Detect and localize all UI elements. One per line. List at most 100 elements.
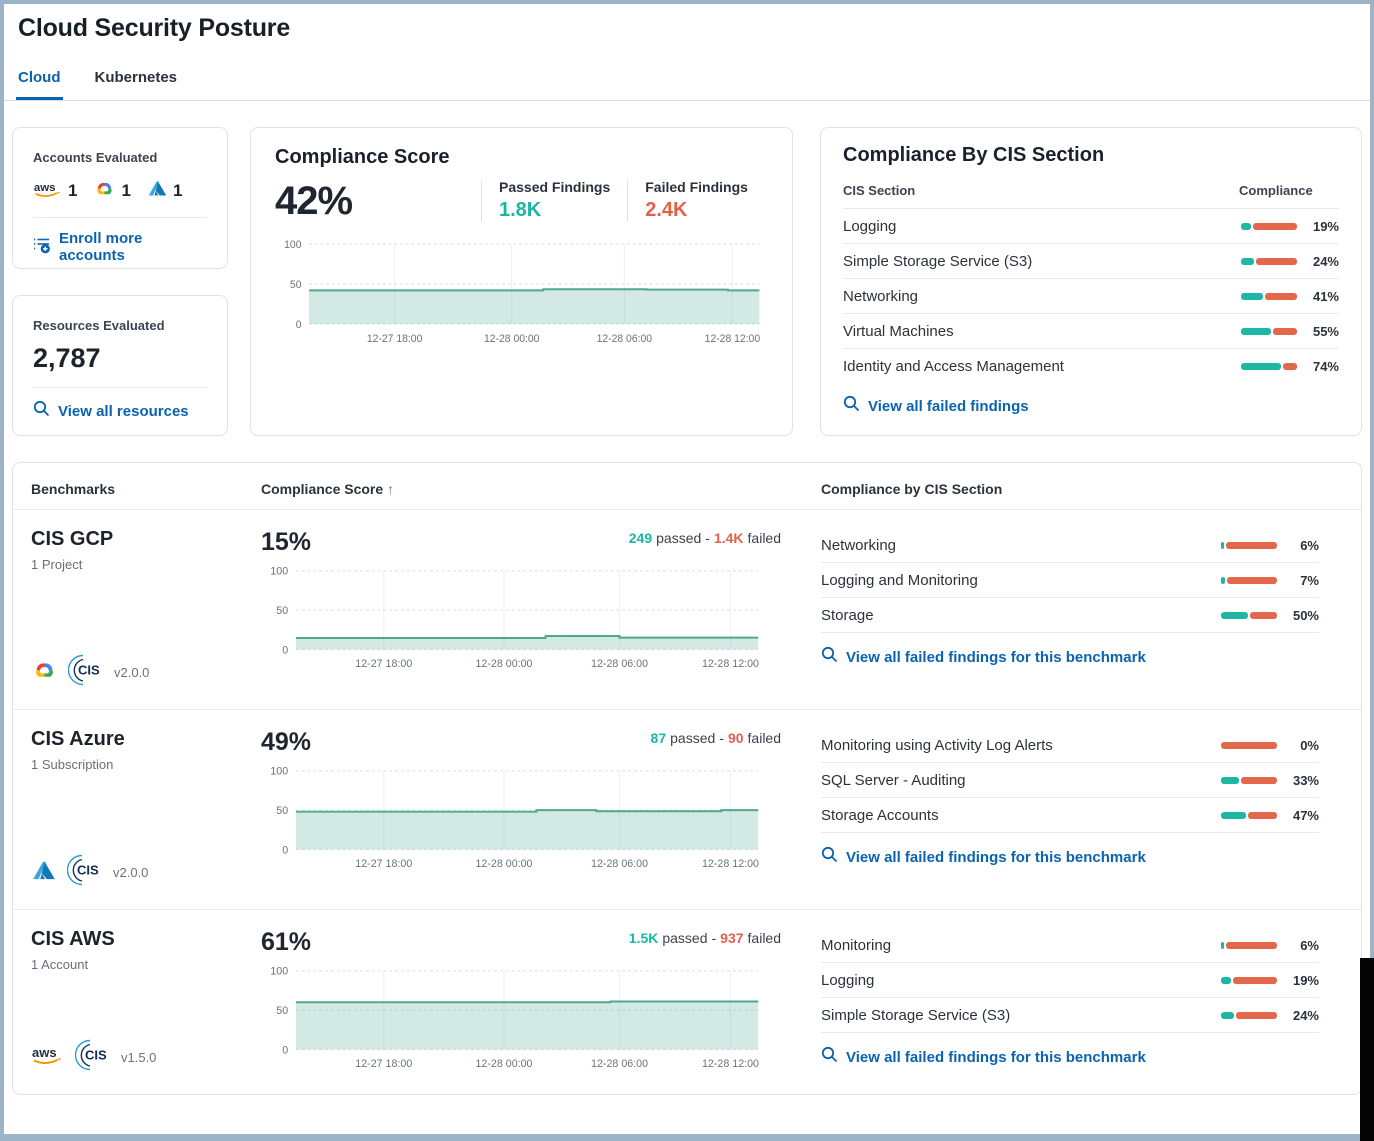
cis-logo-icon: CIS [74, 1037, 111, 1078]
svg-text:12-28 06:00: 12-28 06:00 [591, 658, 648, 670]
view-failed-findings-benchmark-link[interactable]: View all failed findings for this benchm… [821, 1046, 1319, 1068]
failed-findings-value: 2.4K [645, 199, 688, 221]
svg-text:12-28 00:00: 12-28 00:00 [484, 333, 540, 345]
search-icon [843, 395, 860, 417]
benchmarks-table-header: Benchmarks Compliance Score ↑ Compliance … [13, 463, 1361, 509]
compliance-bar [1221, 941, 1277, 949]
page: Cloud Security Posture Cloud Kubernetes … [4, 14, 1370, 1095]
view-failed-findings-benchmark-link[interactable]: View all failed findings for this benchm… [821, 646, 1319, 668]
failed-count: 90 [727, 730, 744, 746]
sort-ascending-icon: ↑ [387, 481, 395, 497]
section-label: Storage [821, 606, 874, 624]
divider [33, 387, 207, 388]
compliance-bar [1221, 976, 1277, 984]
benchmark-score-chart: 15% 249 passed - 1.4K failed 12-27 18:00… [261, 528, 821, 693]
failed-findings-label: Failed Findings [645, 179, 748, 195]
benchmark-link-label: View all failed findings for this benchm… [846, 1048, 1146, 1066]
divider [33, 217, 207, 218]
compliance-bar [1241, 292, 1297, 300]
compliance-bar [1241, 222, 1297, 230]
view-all-failed-findings-link[interactable]: View all failed findings [843, 395, 1339, 417]
benchmarks-table: Benchmarks Compliance Score ↑ Compliance … [12, 462, 1362, 1095]
accounts-card-title: Accounts Evaluated [33, 150, 158, 165]
findings-summary: 1.5K passed - 937 failed [628, 930, 781, 946]
benchmark-score-value: 61% [261, 928, 312, 956]
azure-icon [147, 179, 168, 203]
azure-account-count: 1 [147, 179, 182, 203]
enroll-link-label: Enroll more accounts [59, 230, 143, 264]
gcp-icon [93, 179, 116, 203]
svg-text:50: 50 [276, 805, 288, 817]
gcp-account-count: 1 [93, 179, 131, 203]
section-label: SQL Server - Auditing [821, 771, 966, 789]
svg-text:0: 0 [282, 1044, 288, 1056]
svg-text:12-28 06:00: 12-28 06:00 [597, 333, 653, 345]
compliance-percent: 19% [1312, 218, 1339, 234]
azure-count: 1 [172, 181, 183, 200]
enroll-more-accounts-link[interactable]: Enroll more accounts [33, 230, 207, 264]
aws-account-count: aws 1 [33, 179, 78, 204]
section-label: Monitoring using Activity Log Alerts [821, 736, 1053, 754]
benchmark-sections: Monitoring 6% Logging 19% Simple Storage… [821, 928, 1343, 1078]
table-row: Logging and Monitoring 7% [821, 563, 1319, 598]
compliance-score-column-header[interactable]: Compliance Score ↑ [261, 481, 395, 497]
compliance-bar [1241, 257, 1297, 265]
cis-logo-icon: CIS [66, 852, 103, 893]
benchmark-info: CIS GCP 1 Project [31, 528, 261, 693]
section-label: Storage Accounts [821, 806, 939, 824]
resources-count: 2,787 [33, 343, 101, 373]
cis-aws-area-chart: 12-27 18:00 12-28 00:00 12-28 06:00 12-28 1… [270, 966, 759, 1070]
svg-text:0: 0 [296, 319, 302, 331]
compliance-score-title: Compliance Score [275, 146, 450, 168]
table-row: Logging 19% [821, 963, 1319, 998]
table-row: Networking 41% [843, 278, 1339, 313]
compliance-percent: 47% [1292, 807, 1319, 823]
table-row: Networking 6% [821, 528, 1319, 563]
benchmark-sections: Networking 6% Logging and Monitoring 7% … [821, 528, 1343, 693]
divider [627, 181, 629, 222]
failed-count: 937 [720, 930, 744, 946]
benchmark-scope: 1 Account [31, 957, 89, 972]
search-icon [821, 646, 838, 668]
view-failed-findings-benchmark-link[interactable]: View all failed findings for this benchm… [821, 846, 1319, 868]
left-cards-column: Accounts Evaluated aws 1 [12, 127, 228, 436]
benchmark-row-cis-aws: CIS AWS 1 Account aws CIS v1.5.0 [13, 909, 1361, 1094]
cis-azure-area-chart: 12-27 18:00 12-28 00:00 12-28 06:00 12-28 1… [270, 766, 759, 870]
compliance-bar [1221, 1011, 1277, 1019]
benchmark-version: v2.0.0 [114, 665, 150, 680]
compliance-score-area-chart: 12-27 18:00 12-28 00:00 12-28 06:00 12-28 1… [284, 239, 760, 345]
compliance-bar [1221, 811, 1277, 819]
svg-text:12-27 18:00: 12-27 18:00 [355, 858, 412, 870]
svg-text:aws: aws [32, 1045, 57, 1060]
compliance-percent: 74% [1312, 358, 1339, 374]
benchmarks-column-header: Benchmarks [31, 481, 116, 497]
compliance-bar [1221, 776, 1277, 784]
svg-text:12-28 12:00: 12-28 12:00 [702, 658, 759, 670]
tab-cloud[interactable]: Cloud [16, 69, 63, 100]
search-icon [821, 1046, 838, 1068]
compliance-percent: 19% [1292, 972, 1319, 988]
tab-bar: Cloud Kubernetes [4, 69, 1370, 101]
compliance-percent: 50% [1292, 607, 1319, 623]
compliance-bar [1241, 362, 1297, 370]
svg-text:CIS: CIS [78, 663, 100, 678]
compliance-percent: 55% [1312, 323, 1339, 339]
compliance-percent: 41% [1312, 288, 1339, 304]
svg-text:aws: aws [34, 181, 56, 193]
table-row: Simple Storage Service (S3) 24% [821, 998, 1319, 1033]
benchmark-version: v1.5.0 [121, 1050, 157, 1065]
cis-sections-column-header: Compliance by CIS Section [821, 481, 1003, 497]
accounts-evaluated-card: Accounts Evaluated aws 1 [12, 127, 228, 269]
view-all-resources-link[interactable]: View all resources [33, 400, 207, 422]
svg-text:12-28 00:00: 12-28 00:00 [475, 858, 532, 870]
svg-text:100: 100 [284, 239, 301, 251]
tab-kubernetes[interactable]: Kubernetes [94, 69, 178, 86]
cis-section-label: Networking [843, 287, 919, 305]
compliance-bar [1221, 611, 1277, 619]
svg-text:CIS: CIS [85, 1048, 107, 1063]
svg-text:0: 0 [282, 844, 288, 856]
findings-summary: 87 passed - 90 failed [650, 730, 781, 746]
benchmark-version: v2.0.0 [113, 865, 149, 880]
benchmark-link-label: View all failed findings for this benchm… [846, 848, 1146, 866]
cis-table-header: CIS Section Compliance [843, 183, 1339, 208]
